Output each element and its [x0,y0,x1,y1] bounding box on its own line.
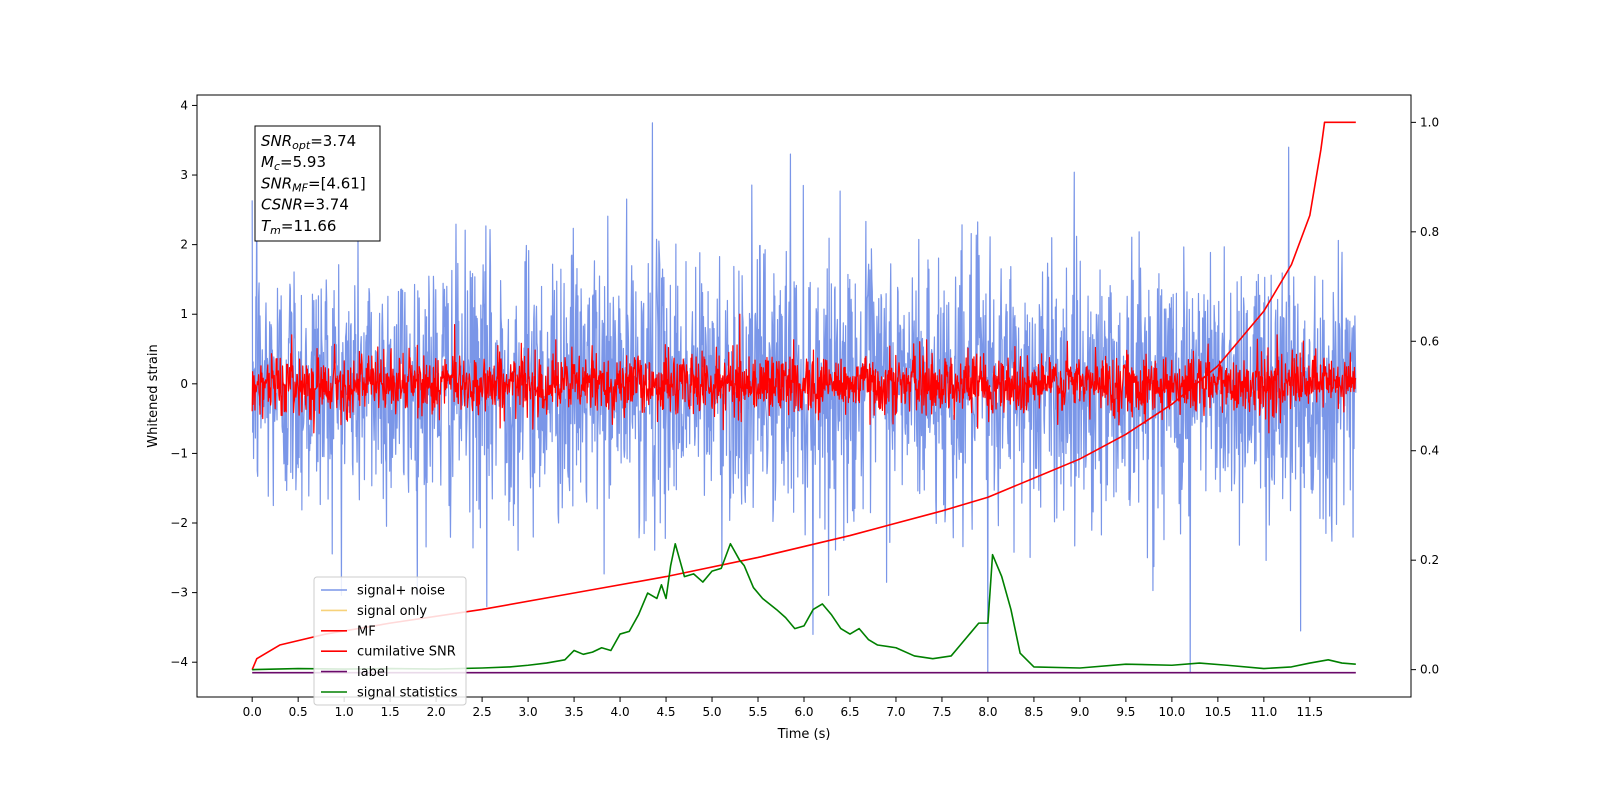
x-tick-label-0: 0.0 [243,705,262,719]
x-tick-label-11: 5.5 [748,705,767,719]
y-tick-label-3: 1 [180,307,188,321]
series-signal-statistics [252,542,1356,671]
y-axis-label: Whitened strain [146,344,161,447]
x-tick-label-2: 1.0 [335,705,354,719]
y-axis-right: 1.0 0.8 0.6 0.4 0.2 0.0 [1411,115,1439,677]
y2-tick-label-0: 1.0 [1420,115,1439,129]
stats-line-0: SNRopt=3.74 [261,132,356,152]
y2-tick-label-4: 0.2 [1420,553,1439,567]
stats-line-3: CSNR=3.74 [261,196,349,214]
y2-tick-label-5: 0.0 [1420,663,1439,677]
x-tick-label-16: 8.0 [978,705,997,719]
x-tick-label-1: 0.5 [289,705,308,719]
x-tick-label-19: 9.5 [1116,705,1135,719]
x-tick-label-18: 9.0 [1070,705,1089,719]
x-axis: 0.0 0.5 1.0 1.5 2.0 2.5 3.0 3.5 4.0 4.5 5.0 5.5 6.0 6… [243,697,1323,719]
series-mf [251,313,1357,434]
y-tick-label-0: 4 [180,98,188,112]
y-tick-label-8: −4 [170,655,188,669]
legend-label-1: signal only [357,604,427,619]
stats-line-4: Tm=11.66 [261,217,336,237]
y-tick-label-1: 3 [180,168,188,182]
x-tick-label-13: 6.5 [840,705,859,719]
legend: signal+ noise signal only MF cumilative SNR… [313,576,467,706]
legend-label-5: signal statistics [357,686,458,701]
x-tick-label-10: 5.0 [702,705,721,719]
y-tick-label-6: −2 [170,516,188,530]
x-tick-label-14: 7.0 [886,705,905,719]
legend-frame [313,576,467,706]
x-tick-label-17: 8.5 [1024,705,1043,719]
stats-box-frame [254,125,381,242]
x-tick-label-8: 4.0 [611,705,630,719]
x-tick-label-7: 3.5 [565,705,584,719]
y2-tick-label-2: 0.6 [1420,334,1439,348]
y-tick-label-2: 2 [180,238,188,252]
x-tick-label-23: 11.5 [1296,705,1323,719]
y2-tick-label-1: 0.8 [1420,225,1439,239]
y-tick-label-5: −1 [170,446,188,460]
x-tick-label-5: 2.5 [473,705,492,719]
legend-label-3: cumilative SNR [357,645,456,660]
x-axis-label: Time (s) [777,727,831,742]
x-tick-label-9: 4.5 [656,705,675,719]
x-tick-label-6: 3.0 [519,705,538,719]
y-tick-label-4: 0 [180,377,188,391]
stats-line-2: SNRMF=[4.61] [261,174,366,194]
x-tick-label-21: 10.5 [1205,705,1232,719]
x-tick-label-22: 11.0 [1250,705,1277,719]
y-tick-label-7: −3 [170,586,188,600]
x-tick-label-20: 10.0 [1159,705,1186,719]
x-tick-label-15: 7.5 [932,705,951,719]
y-axis-left: 4 3 2 1 0 −1 −2 −3 −4 [170,98,197,669]
legend-label-0: signal+ noise [357,584,445,599]
x-tick-label-3: 1.5 [381,705,400,719]
x-tick-label-12: 6.0 [794,705,813,719]
stats-line-1: Mc=5.93 [261,153,326,173]
legend-label-2: MF [357,624,376,639]
y2-tick-label-3: 0.4 [1420,444,1439,458]
x-tick-label-4: 2.0 [427,705,446,719]
legend-label-4: label [357,665,388,680]
